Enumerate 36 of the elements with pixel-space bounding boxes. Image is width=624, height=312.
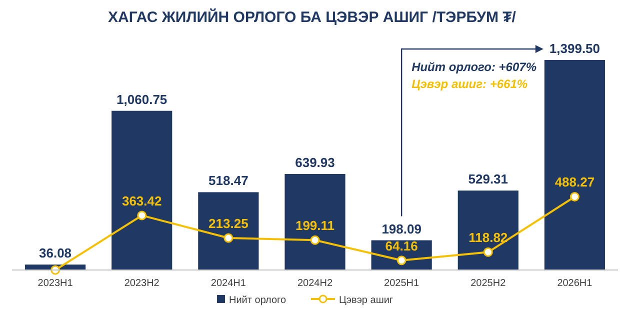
data-label: 1,399.50 [549,41,600,56]
point [396,256,406,266]
bar [284,174,346,270]
data-label: 1,060.75 [116,92,168,107]
legend-label: Цэвэр ашиг [339,295,394,306]
x-tick-label: 2023H2 [124,278,160,289]
point [310,235,320,245]
x-tick-label: 2025H1 [384,278,420,289]
data-label: 64.16 [385,238,418,254]
data-label: 213.25 [208,216,248,231]
point [570,192,580,202]
bar [458,190,518,270]
x-tick-label: 2023H1 [38,278,74,289]
data-label: 36.08 [39,246,72,261]
legend-label: Нийт орлого [229,295,286,306]
data-label: 118.82 [468,230,508,246]
x-tick-label: 2024H1 [210,278,246,289]
data-label: 529.31 [468,172,508,187]
data-label: 198.09 [382,221,422,236]
x-tick-label: 2026H1 [557,278,593,289]
x-tick-label: 2025H2 [470,278,506,289]
point [137,210,147,220]
x-tick-label: 2024H2 [297,278,333,289]
bar [112,110,172,270]
data-label: 639.93 [295,154,335,170]
bar [544,60,606,270]
bar [198,192,259,270]
annotation: Цэвэр ашиг: +661% [412,77,528,91]
data-label: 488.27 [554,174,595,190]
data-label: 199.11 [295,218,335,234]
point [483,247,493,257]
annotation: Нийт орлого: +607% [412,60,537,74]
point [224,233,234,243]
data-label: 518.47 [208,173,248,188]
data-label: 363.42 [122,193,162,208]
chart-title: ХАГАС ЖИЛИЙН ОРЛОГО БА ЦЭВЭР АШИГ /ТЭРБУМ ₮/ [108,8,517,26]
